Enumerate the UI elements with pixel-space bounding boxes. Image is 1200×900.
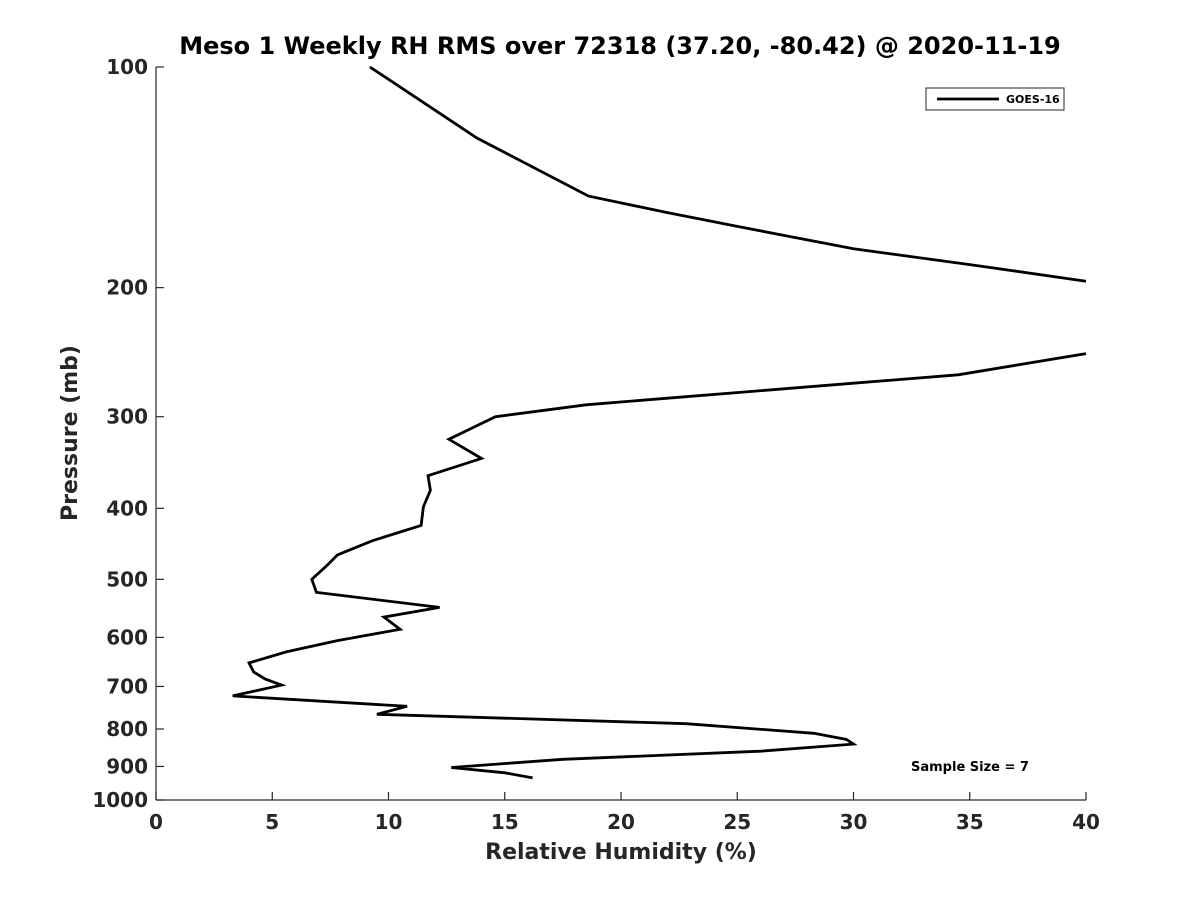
x-tick-label: 30 (840, 810, 868, 834)
y-tick-label: 200 (106, 276, 148, 300)
series-line-goes16-segment-2 (232, 352, 1087, 780)
x-tick-label: 25 (723, 810, 751, 834)
sample-size-annotation: Sample Size = 7 (911, 760, 1029, 775)
axes (155, 67, 1086, 801)
x-tick-label: 10 (375, 810, 403, 834)
y-tick-label: 300 (106, 405, 148, 429)
chart-title: Meso 1 Weekly RH RMS over 72318 (37.20, … (179, 32, 1061, 60)
x-tick-label: 20 (607, 810, 635, 834)
x-tick-label: 0 (149, 810, 163, 834)
x-tick-label: 15 (491, 810, 519, 834)
x-tick-label: 35 (956, 810, 984, 834)
legend: GOES-16 (925, 87, 1065, 111)
y-tick-label: 100 (106, 55, 148, 79)
y-tick-label: 1000 (92, 788, 148, 812)
y-axis-label: Pressure (mb) (58, 345, 83, 521)
y-tick-label: 600 (106, 625, 148, 649)
x-axis-label: Relative Humidity (%) (485, 840, 757, 865)
x-ticks: 0 5 10 15 20 25 30 35 40 (149, 792, 1100, 834)
series-line-goes16-segment-1 (369, 65, 1087, 283)
x-tick-label: 40 (1072, 810, 1100, 834)
y-tick-label: 400 (106, 496, 148, 520)
y-ticks: 100 200 300 400 500 600 700 800 900 1000 (92, 55, 164, 812)
y-tick-label: 800 (106, 717, 148, 741)
legend-entry-label: GOES-16 (1006, 93, 1060, 106)
y-tick-label: 700 (106, 674, 148, 698)
y-tick-label: 500 (106, 567, 148, 591)
y-tick-label: 900 (106, 754, 148, 778)
x-tick-label: 5 (265, 810, 279, 834)
series-lines (232, 65, 1087, 780)
